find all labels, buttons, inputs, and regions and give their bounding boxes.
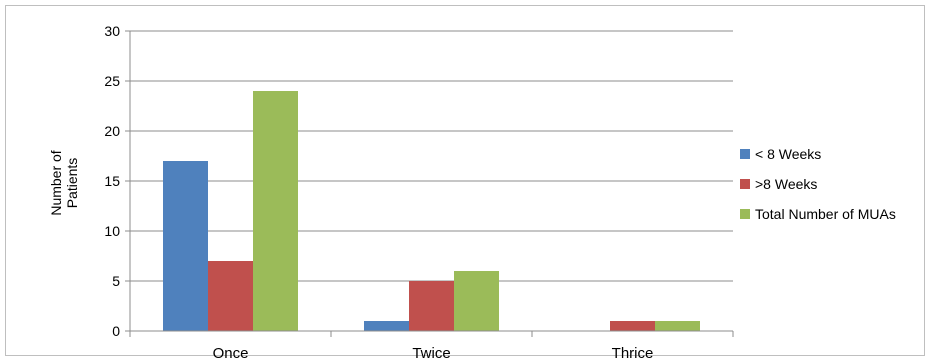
x-tick-label: Thrice <box>612 345 654 361</box>
bar <box>208 261 253 331</box>
y-tick-label: 20 <box>104 123 120 139</box>
legend-swatch <box>740 179 750 189</box>
y-tick-label: 0 <box>112 323 120 339</box>
bar <box>163 161 208 331</box>
y-tick-label: 10 <box>104 223 120 239</box>
y-tick-labels: 0 5 10 15 20 25 30 <box>104 23 120 339</box>
bar <box>454 271 499 331</box>
x-tick-label: Once <box>213 345 249 361</box>
x-tick-label: Twice <box>412 345 450 361</box>
legend: < 8 Weeks >8 Weeks Total Number of MUAs <box>740 146 896 222</box>
legend-label: Total Number of MUAs <box>755 206 896 222</box>
bars <box>163 91 700 331</box>
gridlines <box>130 30 733 282</box>
bar <box>364 321 409 331</box>
x-tick-labels: Once Twice Thrice <box>213 345 654 361</box>
bar <box>253 91 298 331</box>
bar <box>610 321 655 331</box>
axes <box>125 30 734 337</box>
y-tick-label: 30 <box>104 23 120 39</box>
bar <box>655 321 700 331</box>
y-tick-label: 25 <box>104 73 120 89</box>
bar <box>409 281 454 331</box>
legend-swatch <box>740 209 750 219</box>
legend-swatch <box>740 149 750 159</box>
legend-label: < 8 Weeks <box>755 146 821 162</box>
y-tick-label: 5 <box>112 273 120 289</box>
y-axis-label-line2: Patients <box>64 158 80 209</box>
y-tick-label: 15 <box>104 173 120 189</box>
legend-label: >8 Weeks <box>755 176 817 192</box>
y-axis-label-line1: Number of <box>48 150 64 215</box>
